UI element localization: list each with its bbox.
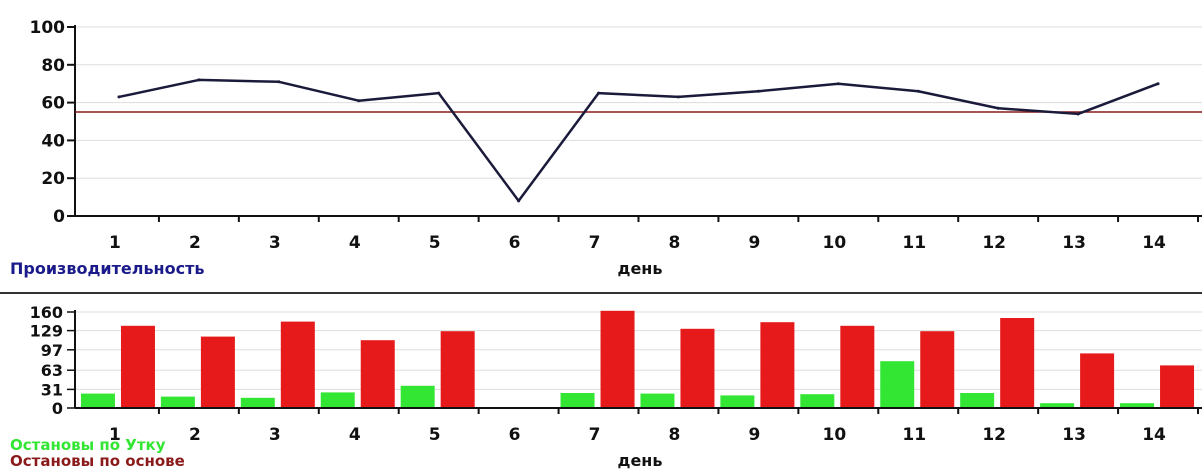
y-tick-label-bottom: 31	[41, 380, 63, 399]
data-point	[1076, 112, 1080, 116]
bar-warp-stops	[1080, 353, 1115, 408]
y-tick-label-top: 100	[30, 18, 66, 38]
y-tick-label-bottom: 160	[30, 303, 63, 322]
bar-weft-stops	[160, 396, 195, 408]
y-tick-label-top: 20	[41, 169, 65, 189]
x-tick-label-bottom: 10	[822, 425, 846, 445]
bar-weft-stops	[960, 393, 995, 408]
bar-weft-stops	[1040, 403, 1075, 408]
x-tick-label-top: 5	[429, 233, 441, 253]
bar-weft-stops	[880, 361, 915, 408]
y-tick-label-bottom: 129	[30, 322, 63, 341]
x-tick-label-bottom: 6	[509, 425, 521, 445]
legend-warp-stops: Остановы по основе	[10, 452, 185, 470]
data-point	[437, 91, 441, 95]
data-point	[836, 82, 840, 86]
bar-warp-stops	[120, 325, 155, 408]
bar-weft-stops	[640, 393, 675, 408]
data-point	[117, 95, 121, 99]
bar-warp-stops	[840, 325, 875, 408]
x-tick-label-top: 13	[1062, 233, 1086, 253]
bar-warp-stops	[360, 340, 395, 408]
x-tick-label-top: 10	[822, 233, 846, 253]
y-tick-label-top: 40	[41, 131, 65, 151]
productivity-line	[118, 78, 1159, 203]
data-point	[517, 199, 521, 203]
x-tick-label-top: 3	[269, 233, 281, 253]
legend-productivity: Производительность	[10, 259, 204, 278]
bar-warp-stops	[600, 310, 635, 408]
bar-weft-stops	[400, 385, 435, 408]
data-point	[597, 91, 601, 95]
x-tick-label-bottom: 12	[982, 425, 1006, 445]
x-tick-label-top: 11	[902, 233, 926, 253]
x-tick-label-top: 7	[589, 233, 601, 253]
bar-weft-stops	[720, 395, 755, 408]
y-tick-label-bottom: 0	[52, 399, 63, 418]
data-point	[1156, 82, 1160, 86]
x-tick-label-top: 8	[669, 233, 681, 253]
x-tick-label-top: 9	[748, 233, 760, 253]
x-tick-label-top: 1	[109, 233, 121, 253]
bar-weft-stops	[240, 397, 275, 408]
bar-warp-stops	[280, 321, 315, 408]
x-tick-label-bottom: 9	[748, 425, 760, 445]
x-tick-label-bottom: 7	[589, 425, 601, 445]
legend-weft-stops: Остановы по Утку	[10, 436, 166, 454]
x-tick-label-bottom: 14	[1142, 425, 1166, 445]
bar-weft-stops	[80, 393, 115, 408]
x-tick-label-bottom: 13	[1062, 425, 1086, 445]
x-tick-label-top: 6	[509, 233, 521, 253]
bar-warp-stops	[920, 331, 955, 408]
data-point	[916, 89, 920, 93]
x-tick-label-top: 4	[349, 233, 361, 253]
bar-warp-stops	[680, 328, 715, 408]
bar-weft-stops	[800, 394, 835, 408]
bar-warp-stops	[440, 331, 475, 408]
data-point	[676, 95, 680, 99]
x-tick-label-bottom: 3	[269, 425, 281, 445]
bar-warp-stops	[1000, 318, 1035, 408]
x-tick-label-top: 14	[1142, 233, 1166, 253]
data-point	[197, 78, 201, 82]
bar-warp-stops	[200, 336, 235, 408]
x-tick-label-bottom: 8	[669, 425, 681, 445]
data-point	[996, 106, 1000, 110]
y-tick-label-bottom: 97	[41, 341, 63, 360]
x-tick-label-top: 12	[982, 233, 1006, 253]
bar-warp-stops	[1160, 365, 1195, 408]
y-tick-label-top: 0	[53, 207, 65, 227]
x-tick-label-top: 2	[189, 233, 201, 253]
bar-weft-stops	[560, 393, 595, 408]
bar-warp-stops	[760, 322, 795, 408]
data-point	[277, 80, 281, 84]
x-tick-label-bottom: 11	[902, 425, 926, 445]
y-tick-label-bottom: 63	[41, 361, 63, 380]
x-tick-label-bottom: 1	[109, 425, 121, 445]
y-tick-label-top: 60	[41, 94, 65, 114]
bar-weft-stops	[1120, 403, 1155, 408]
x-tick-label-bottom: 4	[349, 425, 361, 445]
data-point	[357, 99, 361, 103]
y-tick-label-top: 80	[41, 56, 65, 76]
x-tick-label-bottom: 5	[429, 425, 441, 445]
data-point	[756, 89, 760, 93]
bar-weft-stops	[320, 392, 355, 408]
x-axis-label-bottom: день	[618, 451, 663, 470]
x-tick-label-bottom: 2	[189, 425, 201, 445]
x-axis-label-top: день	[618, 259, 663, 278]
